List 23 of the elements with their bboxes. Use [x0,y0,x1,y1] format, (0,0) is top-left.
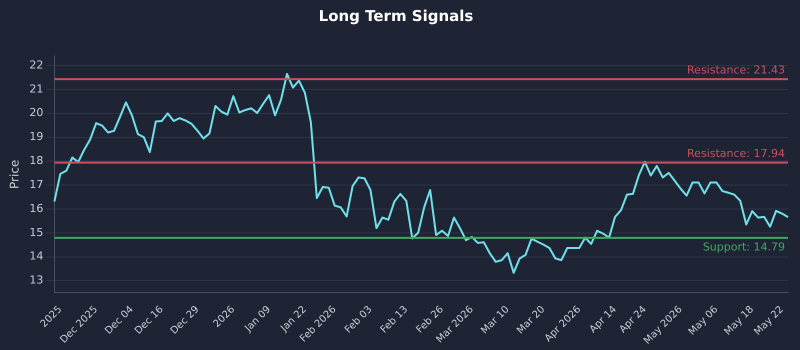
y-tick-label: 19 [29,130,44,144]
ref-line-label: Resistance: 21.43 [687,64,785,77]
y-tick-label: 18 [29,154,44,168]
y-tick-label: 17 [29,178,44,191]
x-tick-label: Dec 16 [132,304,166,337]
x-tick-label: Mar 10 [479,304,512,336]
x-tick-label: Apr 14 [588,304,619,336]
ref-line-label: Resistance: 17.94 [687,146,785,160]
y-tick-label: 21 [29,82,44,96]
x-tick-label: Dec 29 [168,304,202,337]
y-tick-label: 15 [29,226,44,239]
x-tick-label: Jan 09 [242,304,274,335]
y-tick-label: 16 [29,202,44,215]
y-tick-label: 22 [29,58,44,72]
ref-line-label: Support: 14.79 [702,240,785,254]
y-tick-label: 20 [29,106,44,120]
y-tick-label: 13 [29,274,44,287]
y-axis-title: Price [7,160,22,189]
x-tick-label: Feb 03 [342,304,374,336]
x-tick-label: Feb 13 [378,304,410,336]
chart-title: Long Term Signals [318,6,474,25]
y-tick-label: 14 [29,250,44,263]
x-tick-label: Apr 24 [618,304,649,336]
